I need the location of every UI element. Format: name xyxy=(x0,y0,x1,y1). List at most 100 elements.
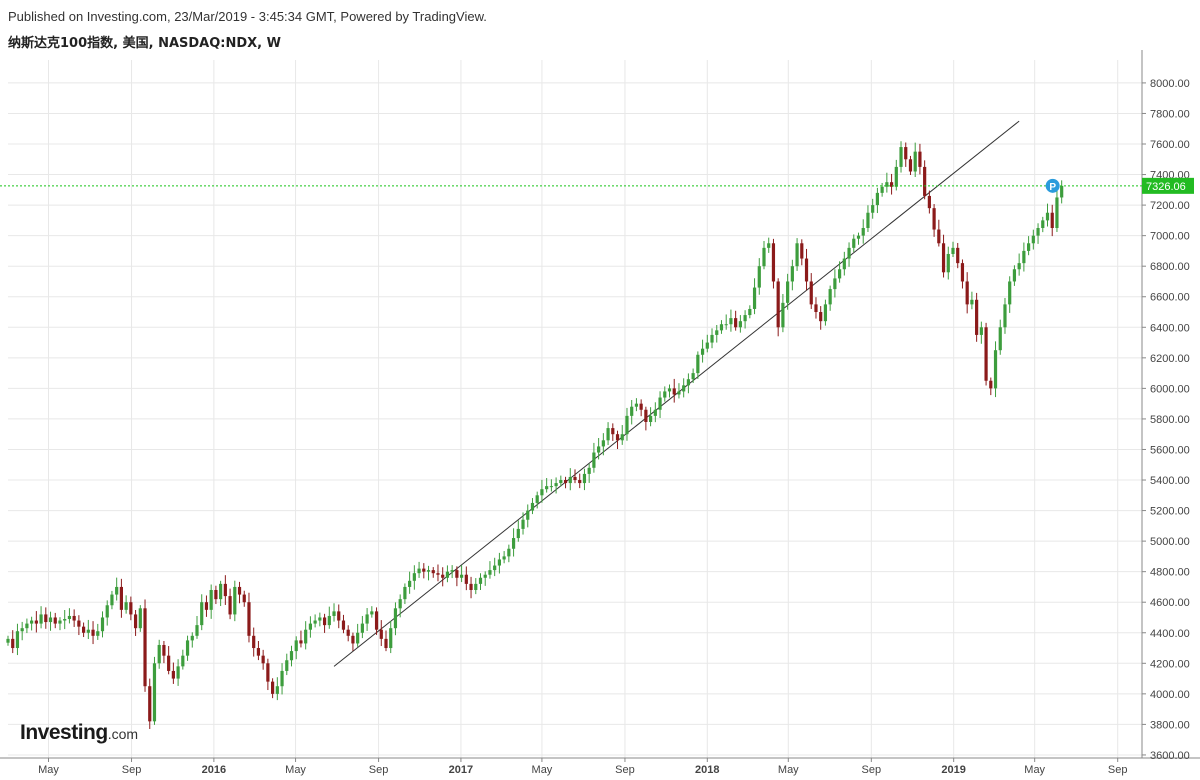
candle-body xyxy=(781,302,785,328)
candle xyxy=(63,609,67,630)
candle xyxy=(237,581,242,604)
candle-body xyxy=(341,620,346,630)
candle xyxy=(261,649,265,670)
candle-body xyxy=(34,620,38,624)
candle-body xyxy=(393,608,398,629)
candle xyxy=(630,399,634,425)
candle-body xyxy=(946,253,950,273)
price-tick-label: 4600.00 xyxy=(1150,597,1190,609)
candle-body xyxy=(842,258,846,270)
candle-body xyxy=(167,655,171,671)
candle xyxy=(398,594,402,618)
trendline-layer xyxy=(333,120,1020,667)
candle-body xyxy=(493,565,497,571)
candle xyxy=(530,498,535,515)
candle xyxy=(67,608,72,624)
candle-body xyxy=(563,480,568,484)
candle xyxy=(861,219,865,244)
candle xyxy=(516,520,520,542)
candle-body xyxy=(365,614,369,624)
candle-body xyxy=(294,640,298,652)
candle-body xyxy=(833,278,837,290)
candle-body xyxy=(894,166,898,187)
candle-body xyxy=(426,570,431,572)
candle xyxy=(804,248,809,291)
candle xyxy=(1060,180,1064,204)
candle xyxy=(464,566,468,591)
candle xyxy=(91,621,95,645)
candle xyxy=(195,615,199,639)
candle-body xyxy=(592,452,596,468)
candle xyxy=(502,551,506,564)
candle-body xyxy=(951,247,955,254)
candle xyxy=(15,623,20,656)
candle xyxy=(941,234,946,278)
date-tick-label: 2017 xyxy=(449,764,473,776)
candle xyxy=(370,606,374,618)
candle-body xyxy=(455,570,459,578)
candle-body xyxy=(757,266,761,288)
candle xyxy=(998,319,1002,355)
date-tick-label: 2018 xyxy=(695,764,719,776)
candle xyxy=(242,590,246,607)
candle xyxy=(346,625,350,642)
candle xyxy=(460,565,464,583)
candle xyxy=(1022,242,1026,272)
candle-body xyxy=(360,623,364,633)
candle-body xyxy=(1045,212,1050,221)
candle xyxy=(58,617,62,631)
candle xyxy=(341,614,346,634)
candle xyxy=(819,306,823,330)
candle xyxy=(308,616,312,638)
candle-body xyxy=(615,434,620,441)
candle-body xyxy=(540,489,544,496)
candle-body xyxy=(587,467,591,474)
candle xyxy=(719,320,724,334)
candle-body xyxy=(44,614,48,623)
candle-body xyxy=(1036,228,1040,236)
candle xyxy=(1027,236,1031,256)
price-tick-label: 3800.00 xyxy=(1150,719,1190,731)
candle-body xyxy=(119,586,123,610)
candle-body xyxy=(483,574,487,578)
candle-body xyxy=(318,617,322,621)
candle xyxy=(483,571,487,586)
candle-body xyxy=(554,483,558,487)
candle xyxy=(34,611,38,633)
candle-body xyxy=(370,611,374,615)
candle xyxy=(474,578,478,595)
logo-suffix: .com xyxy=(107,726,139,742)
candle xyxy=(190,632,194,648)
candle-body xyxy=(658,397,662,410)
candle xyxy=(913,142,917,177)
candle-body xyxy=(691,373,695,380)
candle xyxy=(521,512,525,535)
candle xyxy=(455,566,459,587)
candle xyxy=(842,251,846,276)
candle xyxy=(1017,253,1021,276)
grid-lines xyxy=(8,60,1142,758)
candle-body xyxy=(516,528,520,539)
candle xyxy=(44,607,48,629)
candle xyxy=(200,594,204,631)
candle xyxy=(294,636,298,660)
candle xyxy=(110,590,114,610)
candle-body xyxy=(441,574,445,578)
candle-body xyxy=(875,192,879,206)
candle xyxy=(795,238,799,271)
last-price-badge xyxy=(1142,177,1194,194)
candle-body xyxy=(67,615,72,620)
candle-body xyxy=(460,574,464,578)
candle-body xyxy=(545,486,549,490)
date-tick-label: 2016 xyxy=(202,764,226,776)
candle xyxy=(228,588,232,620)
candle xyxy=(653,402,657,423)
candle-body xyxy=(998,327,1002,351)
candle xyxy=(157,639,161,669)
candle-body xyxy=(327,615,331,626)
candle xyxy=(663,386,667,402)
candle-body xyxy=(597,446,601,453)
price-tick-label: 6600.00 xyxy=(1150,292,1190,304)
candle xyxy=(422,563,426,579)
